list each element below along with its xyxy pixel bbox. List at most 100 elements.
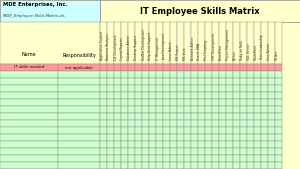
Bar [261, 120, 268, 127]
Bar [198, 71, 205, 78]
Bar [128, 127, 135, 134]
Bar [205, 106, 212, 113]
Bar [247, 120, 254, 127]
Bar [240, 127, 247, 134]
Bar [254, 85, 261, 92]
Bar [170, 106, 177, 113]
Text: MDE_Employee Skills Matrix.xls: MDE_Employee Skills Matrix.xls [3, 15, 64, 18]
Bar [135, 85, 142, 92]
Bar [107, 162, 114, 169]
Text: Database Admin: Database Admin [128, 35, 131, 60]
Bar [233, 92, 240, 99]
Bar [114, 64, 121, 71]
Text: SQL Server: SQL Server [247, 43, 250, 60]
Bar [135, 148, 142, 155]
Bar [247, 148, 254, 155]
Bar [275, 155, 282, 162]
Bar [0, 113, 58, 120]
Bar [107, 148, 114, 155]
Bar [268, 113, 275, 120]
Bar [233, 99, 240, 106]
Bar [184, 113, 191, 120]
Bar [198, 113, 205, 120]
Bar [58, 99, 100, 106]
Bar [135, 106, 142, 113]
Bar [268, 99, 275, 106]
Bar [163, 155, 170, 162]
Bar [184, 134, 191, 141]
Bar [198, 64, 205, 71]
Bar [156, 22, 163, 64]
Bar [163, 85, 170, 92]
Bar [275, 127, 282, 134]
Bar [156, 113, 163, 120]
Bar [58, 78, 100, 85]
Bar [247, 134, 254, 141]
Bar [191, 22, 198, 64]
Bar [268, 85, 275, 92]
Bar [219, 64, 226, 71]
Bar [219, 92, 226, 99]
Bar [121, 120, 128, 127]
Bar [198, 141, 205, 148]
Bar [226, 162, 233, 169]
Bar [240, 99, 247, 106]
Bar [233, 120, 240, 127]
Bar [170, 141, 177, 148]
Bar [212, 162, 219, 169]
Bar [212, 120, 219, 127]
Text: MS Project: MS Project [176, 44, 181, 60]
Bar [114, 148, 121, 155]
Bar [114, 120, 121, 127]
Bar [0, 99, 58, 106]
Bar [149, 64, 156, 71]
Bar [114, 99, 121, 106]
Bar [191, 120, 198, 127]
Bar [261, 71, 268, 78]
Bar [233, 85, 240, 92]
Bar [170, 92, 177, 99]
Bar [219, 85, 226, 92]
Bar [275, 106, 282, 113]
Bar [226, 127, 233, 134]
Bar [170, 134, 177, 141]
Bar [170, 155, 177, 162]
Bar [205, 162, 212, 169]
Bar [128, 92, 135, 99]
Bar [212, 92, 219, 99]
Bar [268, 106, 275, 113]
Bar [156, 99, 163, 106]
Bar [261, 113, 268, 120]
Bar [0, 162, 58, 169]
Bar [268, 162, 275, 169]
Bar [226, 99, 233, 106]
Bar [128, 106, 135, 113]
Bar [261, 106, 268, 113]
Bar [142, 22, 149, 64]
Bar [184, 99, 191, 106]
Bar [107, 155, 114, 162]
Bar [184, 85, 191, 92]
Bar [219, 113, 226, 120]
Bar [0, 22, 100, 64]
Bar [233, 127, 240, 134]
Bar [121, 162, 128, 169]
Bar [212, 64, 219, 71]
Bar [163, 141, 170, 148]
Text: SharePoint: SharePoint [254, 44, 257, 60]
Bar [58, 120, 100, 127]
Text: Linux Admin: Linux Admin [169, 41, 173, 60]
Bar [268, 120, 275, 127]
Bar [268, 64, 275, 71]
Bar [212, 22, 219, 64]
Bar [0, 155, 58, 162]
Bar [135, 113, 142, 120]
Bar [100, 78, 107, 85]
Bar [142, 148, 149, 155]
Bar [184, 141, 191, 148]
Bar [107, 22, 114, 64]
Bar [0, 141, 58, 148]
Bar [247, 127, 254, 134]
Bar [128, 78, 135, 85]
Bar [184, 162, 191, 169]
